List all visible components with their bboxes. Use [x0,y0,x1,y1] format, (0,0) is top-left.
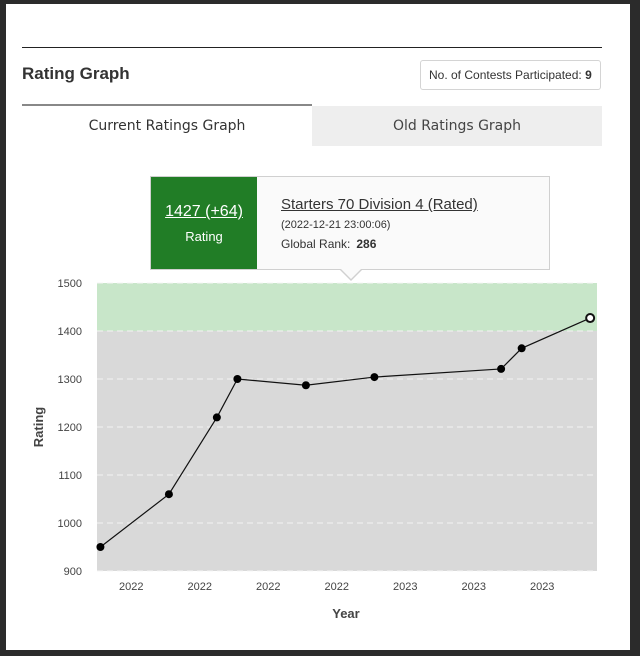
tab-current-ratings-graph[interactable]: Current Ratings Graph [22,106,312,146]
data-point [301,381,310,390]
x-tick-label: 2022 [187,581,211,593]
tooltip-rating-box: 1427 (+64) Rating [151,177,257,269]
data-point [497,364,506,373]
page-title: Rating Graph [22,64,130,83]
contests-count-badge: No. of Contests Participated: 9 [420,60,601,90]
y-axis-label: Rating [31,407,46,448]
x-tick-label: 2023 [461,581,485,593]
y-tick-label: 1000 [58,518,82,530]
contest-tooltip: 1427 (+64) Rating Starters 70 Division 4… [150,176,550,281]
x-tick-label: 2023 [393,581,417,593]
bottom-border [0,650,640,656]
y-tick-label: 1100 [58,470,82,482]
tooltip-rating-label: Rating [185,229,223,244]
tab-old-ratings-graph[interactable]: Old Ratings Graph [312,106,602,146]
x-tick-label: 2022 [324,581,348,593]
y-tick-label: 900 [64,566,82,578]
tooltip-rank-value: 286 [356,237,377,251]
data-point [233,375,242,383]
x-tick-label: 2023 [530,581,554,593]
tooltip-rank-label: Global Rank: [281,237,351,251]
data-point [212,413,221,422]
tooltip-rating-value[interactable]: 1427 (+64) [165,203,243,220]
data-point [164,490,173,499]
x-tick-label: 2022 [119,581,143,593]
tooltip-pointer [340,268,362,279]
y-tick-label: 1200 [58,422,82,434]
contests-count: 9 [585,68,592,82]
data-point [517,344,526,353]
x-axis-label: Year [332,606,359,621]
y-tick-label: 1400 [58,326,82,338]
x-tick-label: 2022 [256,581,280,593]
data-point [370,373,379,382]
tooltip-contest-date: (2022-12-21 23:00:06) [281,219,391,231]
y-tick-label: 1500 [58,278,82,290]
active-tab-indicator [22,104,312,106]
section-divider [22,47,602,48]
rating-band-1 [97,331,597,571]
tooltip-global-rank: Global Rank: 286 [281,237,376,251]
highlighted-data-point [585,313,596,324]
contests-label: No. of Contests Participated: [429,68,582,82]
y-tick-label: 1300 [58,374,82,386]
data-point [96,543,105,551]
rating-band-0 [97,283,597,331]
tooltip-contest-link[interactable]: Starters 70 Division 4 (Rated) [281,196,478,213]
